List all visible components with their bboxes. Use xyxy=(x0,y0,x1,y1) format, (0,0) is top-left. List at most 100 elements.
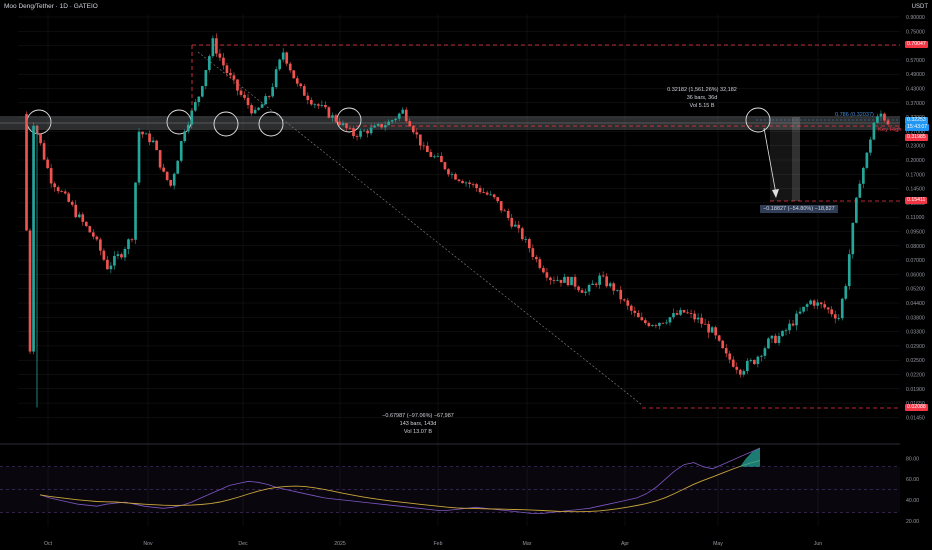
candle xyxy=(563,274,566,283)
candle xyxy=(742,369,745,376)
candle-body xyxy=(750,360,753,361)
candle xyxy=(155,140,158,150)
candle-body xyxy=(619,290,622,299)
candle xyxy=(560,280,563,287)
candle xyxy=(626,298,629,310)
candle-body xyxy=(535,257,538,259)
candle-body xyxy=(648,323,651,326)
price-tick-14: 0.11000 xyxy=(906,215,924,221)
candle-body xyxy=(644,320,647,323)
candle-body xyxy=(725,348,728,353)
candle-body xyxy=(521,228,524,239)
price-tick-9: 0.23000 xyxy=(906,144,925,150)
candle xyxy=(496,197,499,203)
candle xyxy=(841,298,844,321)
price-tick-11: 0.17000 xyxy=(906,172,925,178)
candle-body xyxy=(542,268,545,272)
candle-body xyxy=(423,145,426,146)
candle-body xyxy=(338,122,341,126)
time-label-3: 2025 xyxy=(334,541,346,547)
candle-body xyxy=(700,318,703,324)
candle-body xyxy=(721,341,724,348)
candle-body xyxy=(387,122,390,125)
candle xyxy=(433,154,436,158)
candle-body xyxy=(254,110,257,114)
candle-body xyxy=(289,64,292,71)
candle-body xyxy=(848,254,851,286)
candle xyxy=(500,201,503,213)
rsi-tick-3: 20.00 xyxy=(906,519,919,525)
price-tick-6: 0.37000 xyxy=(906,101,925,107)
candle xyxy=(138,128,141,185)
price-axis[interactable]: 0.900000.750000.660000.570000.490000.430… xyxy=(906,15,925,525)
candle-body xyxy=(106,260,109,269)
candle xyxy=(735,362,738,373)
candle xyxy=(71,200,74,207)
candle-body xyxy=(641,317,644,320)
price-tick-16: 0.08000 xyxy=(906,244,925,250)
projection-zone-inner xyxy=(792,117,800,201)
candle xyxy=(532,244,535,260)
candle-body xyxy=(806,304,809,307)
measure-down-label: −0.67987 (−97.06%) −67,987 143 bars, 143… xyxy=(368,412,468,436)
candle xyxy=(683,310,686,313)
candle xyxy=(440,152,443,162)
candle-body xyxy=(162,168,165,172)
candle-body xyxy=(120,254,123,257)
candle xyxy=(665,319,668,324)
candle-body xyxy=(813,301,816,306)
currency-label[interactable]: USDT xyxy=(912,4,928,10)
candle-body xyxy=(408,121,411,126)
candle-body xyxy=(67,193,70,201)
candle-body xyxy=(331,115,334,117)
price-tick-0: 0.90000 xyxy=(906,15,925,21)
candle-body xyxy=(352,128,355,136)
candle-body xyxy=(240,91,243,95)
candle xyxy=(700,314,703,328)
candle xyxy=(517,221,520,233)
candle xyxy=(201,86,204,98)
candle xyxy=(535,255,538,262)
candle xyxy=(714,326,717,339)
candle xyxy=(356,134,359,140)
candle xyxy=(834,311,837,324)
candle-body xyxy=(285,52,288,63)
candle-body xyxy=(377,124,380,126)
candle-body xyxy=(261,104,264,107)
candle-body xyxy=(303,86,306,96)
candle-body xyxy=(363,131,366,132)
candle xyxy=(658,322,661,329)
symbol-title[interactable]: Moo Deng/Tether · 1D · GATEIO xyxy=(4,3,98,10)
time-label-1: Nov xyxy=(143,541,153,547)
candle-body xyxy=(366,131,369,134)
candle-body xyxy=(472,184,475,185)
candle xyxy=(134,182,137,244)
candle xyxy=(124,247,127,261)
candle xyxy=(57,185,60,193)
price-tick-18: 0.06000 xyxy=(906,272,925,278)
candle-body xyxy=(187,125,190,132)
candle-body xyxy=(598,275,601,284)
candle-body xyxy=(496,197,499,201)
candle-body xyxy=(792,324,795,326)
candle-body xyxy=(577,287,580,291)
candle-body xyxy=(795,314,798,326)
candle xyxy=(827,307,830,314)
candle-body xyxy=(510,218,513,227)
candle xyxy=(412,125,415,134)
candle-body xyxy=(412,126,415,132)
candle xyxy=(739,369,742,378)
time-axis[interactable]: Oct Nov Dec 2025 Feb Mar Apr May Jun xyxy=(44,541,822,547)
candle-body xyxy=(155,141,158,150)
candle xyxy=(366,129,369,137)
candle xyxy=(131,238,134,242)
measure-up-line1: 0.32182 (1,561.26%) 32,182 xyxy=(652,86,752,94)
candle-body xyxy=(778,336,781,343)
candle-body xyxy=(32,126,35,352)
candle xyxy=(873,121,876,139)
candle-body xyxy=(714,327,717,335)
candle xyxy=(795,311,798,331)
candle-body xyxy=(85,222,88,226)
candle-body xyxy=(574,277,577,287)
